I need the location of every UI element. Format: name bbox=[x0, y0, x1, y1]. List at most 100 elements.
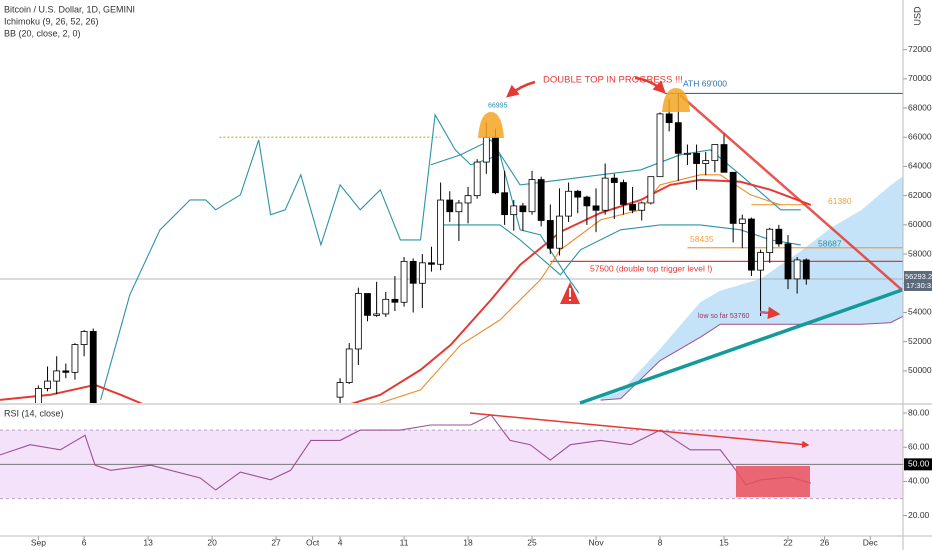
level-label: 58435 bbox=[690, 234, 714, 244]
arrow bbox=[634, 76, 666, 94]
currency: USD bbox=[912, 6, 922, 26]
last-price-label: 56293.29 bbox=[905, 272, 932, 281]
x-tick-label: 18 bbox=[463, 537, 473, 547]
candle-body bbox=[455, 202, 463, 213]
candle-body bbox=[464, 195, 472, 204]
candle-body bbox=[802, 259, 810, 280]
y-tick-label: 54000.00 bbox=[908, 307, 932, 317]
candle-body bbox=[775, 228, 783, 245]
x-tick-label: Oct bbox=[306, 537, 320, 547]
candle-body bbox=[80, 331, 88, 345]
candle-body bbox=[711, 144, 719, 162]
rsi-tick-label: 60.00 bbox=[908, 442, 930, 452]
rsi-tick-label: 80.00 bbox=[908, 407, 930, 417]
candle-body bbox=[684, 152, 691, 155]
x-tick-label: 13 bbox=[143, 537, 153, 547]
candle-body bbox=[546, 220, 554, 249]
y-tick-label: 68000.00 bbox=[908, 102, 932, 112]
top-marker bbox=[662, 88, 690, 112]
y-tick-label: 72000.00 bbox=[908, 44, 932, 54]
candle-body bbox=[610, 177, 618, 183]
cloud-edge bbox=[600, 315, 903, 401]
top-marker bbox=[478, 112, 504, 138]
y-tick-label: 52000.00 bbox=[908, 336, 932, 346]
x-tick-label: 25 bbox=[527, 537, 537, 547]
level-label: ATH 69'000 bbox=[683, 79, 727, 89]
candle-body bbox=[519, 205, 527, 213]
candle-body bbox=[592, 205, 600, 211]
x-tick-label: 20 bbox=[207, 537, 217, 547]
candle-body bbox=[629, 204, 636, 211]
candle-body bbox=[729, 171, 737, 224]
price-panel: ATH 69'000 61380 58435 57500 (double top tr… bbox=[0, 79, 903, 403]
candle-body bbox=[647, 176, 655, 204]
y-tick-label: 70000.00 bbox=[908, 73, 932, 83]
indicator-line bbox=[0, 178, 812, 403]
x-tick-label: 6 bbox=[82, 537, 87, 547]
candle-body bbox=[574, 190, 582, 198]
chart-title: Bitcoin / U.S. Dollar, 1D, GEMINI bbox=[4, 4, 135, 14]
x-tick-label: 15 bbox=[719, 537, 729, 547]
annotation: DOUBLE TOP IN PROGRESS !!! bbox=[543, 75, 683, 86]
level-label: 57500 (double top trigger level !) bbox=[590, 264, 713, 274]
candle-body bbox=[720, 144, 728, 173]
arrow bbox=[506, 80, 536, 98]
y-tick-label: 50000.00 bbox=[908, 365, 932, 375]
candle-body bbox=[373, 313, 381, 316]
candle-body bbox=[537, 179, 545, 221]
y-tick-label: 66000.00 bbox=[908, 132, 932, 142]
candle-body bbox=[418, 262, 426, 284]
candle-body bbox=[638, 202, 646, 211]
x-tick-label: 11 bbox=[400, 537, 409, 547]
x-tick-label: 8 bbox=[658, 537, 663, 547]
candle-body bbox=[354, 293, 362, 350]
candle-body bbox=[391, 298, 399, 303]
x-tick-label: Dec bbox=[863, 537, 879, 547]
indicator-label: Ichimoku (9, 26, 52, 26) bbox=[4, 16, 99, 26]
candle-body bbox=[693, 152, 700, 164]
candle-body bbox=[71, 344, 79, 373]
x-tick-label: Sep bbox=[31, 537, 46, 547]
trend-line-up bbox=[579, 288, 903, 405]
candle-body bbox=[89, 331, 97, 403]
candle-body bbox=[44, 380, 51, 389]
warning-mark bbox=[569, 299, 571, 301]
candle-body bbox=[382, 298, 390, 315]
rsi-tick-label: 50.00 bbox=[908, 459, 930, 469]
y-tick-label: 62000.00 bbox=[908, 190, 932, 200]
candle-body bbox=[674, 122, 682, 154]
candle-body bbox=[702, 160, 710, 164]
level-label: low so far 53760 bbox=[698, 313, 749, 320]
level-label: 66995 bbox=[488, 103, 508, 110]
candle-body bbox=[738, 218, 746, 224]
candle-body bbox=[446, 199, 454, 213]
candle-body bbox=[428, 262, 435, 265]
candle-body bbox=[473, 161, 481, 197]
trend-line-down bbox=[679, 94, 903, 291]
candle-body bbox=[656, 113, 664, 178]
indicator-line bbox=[380, 174, 781, 403]
candle-body bbox=[793, 259, 801, 280]
candle-body bbox=[757, 252, 764, 271]
candle-body bbox=[748, 218, 755, 271]
rsi-tick-label: 20.00 bbox=[908, 510, 930, 520]
candle-body bbox=[583, 196, 591, 207]
candle-body bbox=[501, 192, 509, 216]
candle-body bbox=[492, 136, 499, 194]
x-tick-label: 22 bbox=[783, 537, 793, 547]
candle-body bbox=[336, 382, 344, 398]
candle-body bbox=[345, 348, 353, 383]
level-label: 61380 bbox=[828, 196, 852, 206]
candle-body bbox=[665, 113, 673, 124]
warning-mark bbox=[569, 288, 571, 297]
indicator-line bbox=[440, 224, 801, 276]
cloud bbox=[600, 176, 903, 401]
rsi-highlight bbox=[736, 466, 810, 497]
candle-body bbox=[784, 243, 792, 280]
arrow bbox=[759, 306, 781, 320]
x-tick-label: 26 bbox=[820, 537, 830, 547]
rsi-tick-label: 40.00 bbox=[908, 476, 930, 486]
y-tick-label: 60000.00 bbox=[908, 219, 932, 229]
x-tick-label: 4 bbox=[338, 537, 343, 547]
